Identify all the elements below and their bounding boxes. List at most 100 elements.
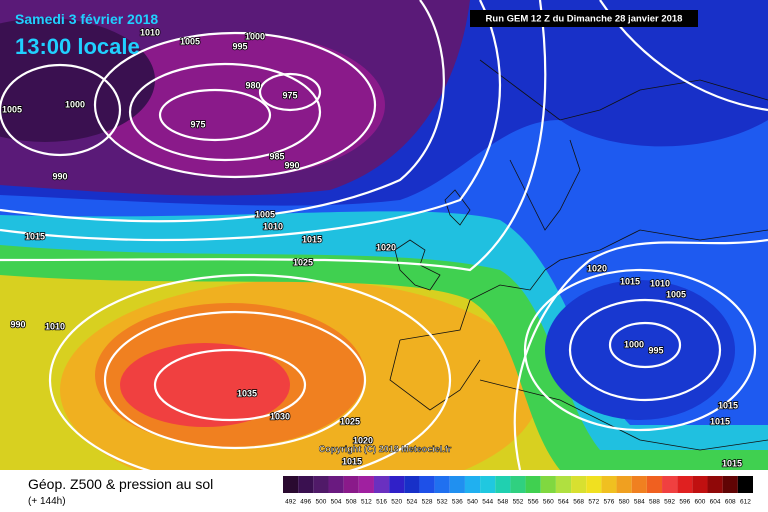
isobar-label: 1015 — [710, 416, 730, 426]
scale-label: 540 — [467, 499, 478, 506]
scale-swatch — [692, 476, 708, 493]
scale-label: 528 — [422, 499, 433, 506]
isobar-label: 1020 — [353, 435, 373, 445]
scale-label: 564 — [558, 499, 569, 506]
scale-label: 496 — [300, 499, 311, 506]
isobar-label: 1010 — [140, 27, 160, 37]
scale-label: 516 — [376, 499, 387, 506]
scale-swatch — [464, 476, 481, 493]
isobar-label: 990 — [10, 319, 25, 329]
scale-label: 500 — [315, 499, 326, 506]
forecast-time: 13:00 locale — [15, 34, 140, 59]
isobar-label: 995 — [232, 41, 247, 51]
scale-swatch — [677, 476, 693, 493]
isobar-label: 1015 — [620, 276, 640, 286]
isobar-label: 1010 — [650, 278, 670, 288]
isobar-label: 980 — [245, 80, 260, 90]
footer-title: Géop. Z500 & pression au sol — [28, 476, 213, 492]
isobar-label: 1005 — [255, 209, 275, 219]
scale-swatch — [419, 476, 435, 493]
isobar-label: 975 — [190, 119, 205, 129]
isobar-label: 1000 — [245, 31, 265, 41]
scale-swatch — [662, 476, 678, 493]
scale-label: 548 — [497, 499, 508, 506]
run-info: Run GEM 12 Z du Dimanche 28 janvier 2018 — [486, 14, 683, 25]
scale-label: 520 — [391, 499, 402, 506]
scale-swatch — [540, 476, 556, 493]
scale-swatch — [328, 476, 344, 493]
scale-swatch — [313, 476, 329, 493]
scale-swatch — [358, 476, 374, 493]
scale-label: 544 — [482, 499, 493, 506]
scale-label: 592 — [664, 499, 675, 506]
scale-swatch — [555, 476, 572, 493]
scale-label: 604 — [710, 499, 721, 506]
isobar-label: 1015 — [302, 234, 322, 244]
scale-label: 536 — [452, 499, 463, 506]
scale-label: 524 — [406, 499, 417, 506]
copyright: Copyright (C) 2018 Meteociel.fr — [319, 444, 452, 454]
scale-label: 596 — [679, 499, 690, 506]
isobar-label: 995 — [648, 345, 663, 355]
scale-swatch — [646, 476, 663, 493]
isobar-label: 1005 — [666, 289, 686, 299]
scale-label: 552 — [513, 499, 524, 506]
isobar-label: 1000 — [65, 99, 85, 109]
scale-label: 532 — [437, 499, 448, 506]
scale-swatch — [343, 476, 359, 493]
background-field — [0, 0, 768, 500]
scale-label: 556 — [528, 499, 539, 506]
scale-label: 588 — [649, 499, 660, 506]
scale-swatch — [601, 476, 617, 493]
coastlines — [389, 59, 768, 451]
isobar-label: 1005 — [2, 104, 22, 114]
scale-swatch — [434, 476, 450, 493]
run-box — [470, 10, 698, 27]
isobar-label: 1010 — [263, 221, 283, 231]
scale-swatch — [525, 476, 541, 493]
isobar-label: 1015 — [718, 400, 738, 410]
scale-swatch — [510, 476, 526, 493]
isobar-label: 990 — [284, 160, 299, 170]
isobar-label: 1015 — [342, 456, 362, 466]
isobar-label: 1025 — [293, 257, 313, 267]
isobar-label: 1035 — [237, 388, 257, 398]
isobar-label: 1005 — [180, 36, 200, 46]
scale-swatch — [480, 476, 496, 493]
scale-swatch — [373, 476, 390, 493]
scale-label: 572 — [588, 499, 599, 506]
scale-label: 492 — [285, 499, 296, 506]
isobar-label: 1015 — [722, 458, 742, 468]
isobar-label: 1030 — [270, 411, 290, 421]
isobar-label: 1000 — [624, 339, 644, 349]
scale-swatch — [298, 476, 314, 493]
scale-swatch — [571, 476, 587, 493]
isobar-label: 975 — [282, 90, 297, 100]
scale-swatch — [737, 476, 753, 493]
scale-label: 568 — [573, 499, 584, 506]
footer-lead: (+ 144h) — [28, 496, 66, 507]
scale-label: 508 — [346, 499, 357, 506]
scale-swatch — [495, 476, 511, 493]
scale-label: 600 — [695, 499, 706, 506]
isobar-label: 1020 — [376, 242, 396, 252]
isobar-label: 1020 — [587, 263, 607, 273]
scale-swatch — [631, 476, 647, 493]
isobar-label: 990 — [52, 171, 67, 181]
isobar-label: 985 — [269, 151, 284, 161]
scale-label: 580 — [619, 499, 630, 506]
scale-swatch — [722, 476, 738, 493]
scale-label: 560 — [543, 499, 554, 506]
scale-label: 512 — [361, 499, 372, 506]
isobar-label: 1025 — [340, 416, 360, 426]
scale-swatch — [449, 476, 465, 493]
scale-label: 504 — [331, 499, 342, 506]
scale-swatch — [586, 476, 602, 493]
scale-swatch — [404, 476, 420, 493]
scale-label: 584 — [634, 499, 645, 506]
isobar-label: 1010 — [45, 321, 65, 331]
scale-swatch — [283, 476, 299, 493]
scale-label: 612 — [740, 499, 751, 506]
scale-label: 608 — [725, 499, 736, 506]
